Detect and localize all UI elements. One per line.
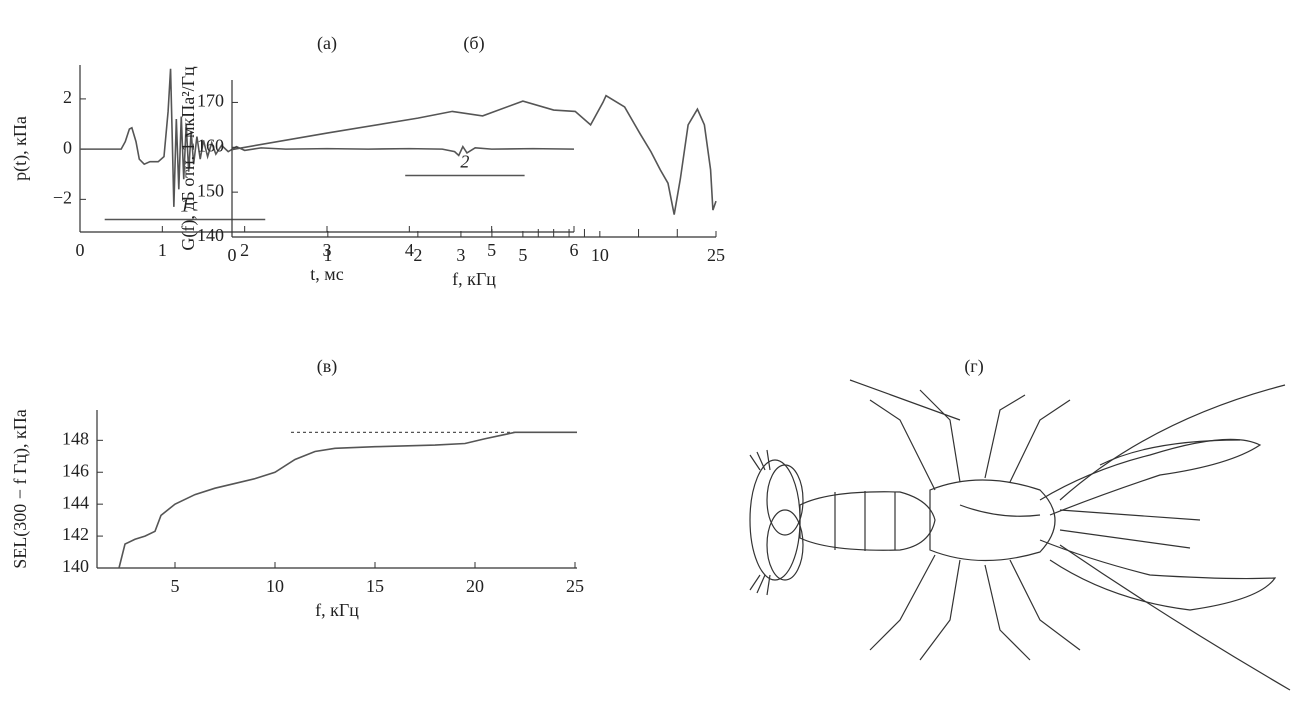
y-tick-label: 160 [197,135,224,155]
x-tick-label: 25 [566,576,584,596]
x-tick-label: 1 [323,245,332,265]
x-tick-label: 2 [413,245,422,265]
y-tick-label: 142 [62,524,89,544]
y-tick-label: 0 [63,137,72,157]
lobster-illustration [749,379,1291,691]
x-axis-label: f, кГц [452,269,496,289]
x-axis-label: t, мс [310,264,343,284]
y-tick-label: 140 [197,225,224,245]
panel-title: (а) [317,33,337,54]
panel-title: (б) [463,33,484,54]
x-tick-label: 10 [591,245,609,265]
x-tick-label: 10 [266,576,284,596]
x-axis-label: f, кГц [315,600,359,620]
x-tick-label: 0 [228,245,237,265]
x-tick-label: 4 [405,240,414,260]
y-axis-label: G(f), дБ отн. 1 мкПа²/Гц [178,66,199,251]
panel-title: (г) [964,356,983,377]
y-tick-label: 148 [62,428,89,448]
x-tick-label: 2 [240,240,249,260]
x-tick-label: 0 [76,240,85,260]
y-tick-label: 150 [197,180,224,200]
x-tick-label: 25 [707,245,725,265]
data-line [231,94,717,215]
panel-title: (в) [317,356,338,377]
x-tick-label: 5 [171,576,180,596]
y-axis-label: p(t), кПа [10,116,31,181]
annotation-label: 1 [180,196,189,216]
x-tick-label: 6 [570,240,579,260]
y-axis-label: SEL(300 − f Гц), кПа [10,409,31,568]
annotation-label: 2 [460,152,469,172]
y-tick-label: 140 [62,556,89,576]
x-tick-label: 3 [456,245,465,265]
y-tick-label: 2 [63,87,72,107]
x-tick-label: 5 [487,240,496,260]
y-tick-label: 170 [197,91,224,111]
data-line [118,431,577,569]
data-line [80,68,575,207]
y-tick-label: 144 [62,492,89,512]
x-tick-label: 20 [466,576,484,596]
x-tick-label: 5 [518,245,527,265]
y-tick-label: 146 [62,460,89,480]
y-tick-label: −2 [53,187,72,207]
x-tick-label: 1 [158,240,167,260]
x-tick-label: 15 [366,576,384,596]
x-tick-label: 3 [323,240,332,260]
